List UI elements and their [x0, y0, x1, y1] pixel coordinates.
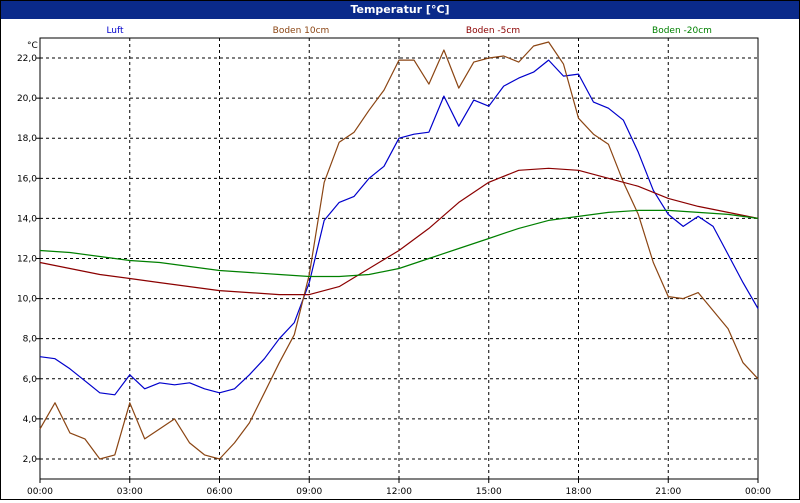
x-tick-time-label: 00:00 [745, 487, 771, 497]
x-tick-time-label: 09:00 [296, 487, 322, 497]
y-tick-label: 22,0 [17, 54, 37, 64]
series-line [39, 41, 759, 460]
x-tick-time-label: 18:00 [566, 487, 592, 497]
y-tick-label: 14,0 [17, 214, 37, 224]
x-tick-time-label: 12:00 [386, 487, 412, 497]
legend-entry: Boden -20cm [652, 26, 712, 36]
y-tick-label: 10,0 [17, 295, 37, 305]
legend: Luft Boden 10cm Boden -5cm Boden -20cm [106, 26, 712, 36]
series-line [39, 167, 759, 296]
y-tick-label: 12,0 [17, 255, 37, 265]
legend-entry: Boden 10cm [273, 26, 330, 36]
x-axis-ticks: 00:0026.04.2503:0026.04.2506:0026.04.250… [27, 479, 771, 497]
x-tick-time-label: 03:00 [117, 487, 143, 497]
y-tick-label: 8,0 [23, 335, 38, 345]
legend-entry: Luft [106, 26, 124, 36]
chart-title: Temperatur [°C] [1, 1, 799, 19]
grid [40, 38, 758, 479]
y-tick-label: 20,0 [17, 94, 37, 104]
x-tick-time-label: 15:00 [476, 487, 502, 497]
series-lines [39, 41, 759, 460]
y-tick-label: 16,0 [17, 174, 37, 184]
x-tick-time-label: 21:00 [655, 487, 681, 497]
legend-entry: Boden -5cm [466, 26, 520, 36]
x-tick-time-label: 06:00 [207, 487, 233, 497]
y-tick-label: 2,0 [23, 455, 38, 465]
y-tick-label: 4,0 [23, 415, 38, 425]
x-tick-time-label: 00:00 [27, 487, 53, 497]
temperature-chart: Luft Boden 10cm Boden -5cm Boden -20cm °C 2… [17, 26, 771, 497]
y-axis-label: °C [27, 41, 38, 51]
y-tick-label: 18,0 [17, 134, 37, 144]
series-line [39, 59, 759, 396]
y-axis-ticks: 2,0 4,0 6,0 8,0 10,0 12,0 14,0 16,0 18,0 20,0 22,0 [17, 54, 40, 465]
series-line [39, 209, 759, 278]
y-tick-label: 6,0 [23, 375, 38, 385]
